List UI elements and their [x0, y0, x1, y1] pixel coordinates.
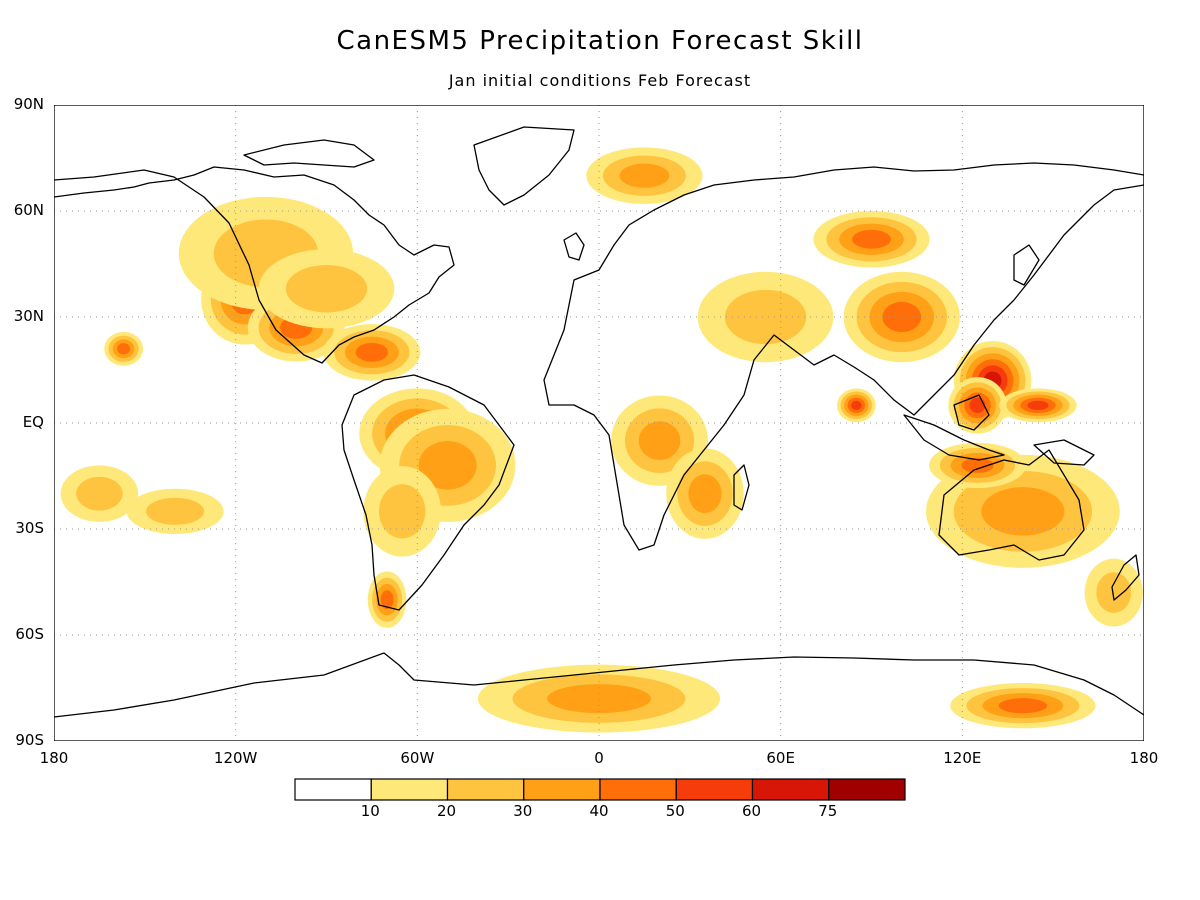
- colorbar-swatch: [294, 778, 372, 801]
- colorbar-tick-label: 20: [436, 802, 457, 820]
- lat-label: 60N: [13, 201, 44, 219]
- colorbar-swatch: [828, 778, 906, 801]
- colorbar-swatches: [294, 778, 906, 801]
- lat-label: 60S: [15, 625, 44, 643]
- colorbar-tick-label: 10: [360, 802, 380, 820]
- coastline-greenland: [473, 126, 575, 206]
- coastline-new-zealand: [1111, 554, 1140, 601]
- skill-region-15-level-4: [852, 229, 891, 249]
- coastline-britain: [563, 232, 585, 261]
- world-map: [54, 105, 1144, 741]
- skill-region-8-level-4: [380, 590, 394, 610]
- coastline-japan: [1013, 244, 1040, 286]
- colorbar-swatch: [446, 778, 525, 801]
- coastline-arctic-islands: [243, 139, 375, 168]
- coastline-antarctica: [54, 652, 1144, 718]
- lat-label: 30N: [13, 307, 44, 325]
- skill-region-20-level-3: [638, 421, 681, 461]
- skill-region-16-level-3: [981, 487, 1065, 536]
- lon-label: 120W: [213, 749, 258, 767]
- skill-region-9-level-4: [117, 343, 131, 355]
- skill-region-3-level-4: [355, 342, 389, 362]
- lon-label: 180: [1129, 749, 1159, 767]
- coastline-north-america: [54, 166, 455, 364]
- lon-label: 120E: [943, 749, 982, 767]
- colorbar: [294, 778, 906, 801]
- map-title: CanESM5 Precipitation Forecast Skill: [336, 26, 864, 56]
- gridlines: [54, 105, 1144, 741]
- colorbar-swatch: [751, 778, 830, 801]
- lon-label: 180: [39, 749, 69, 767]
- coastline-eurasia-africa: [543, 162, 1144, 551]
- skill-region-6-level-3: [418, 441, 477, 490]
- lon-label: 60E: [766, 749, 795, 767]
- skill-region-11-level-5: [969, 397, 986, 414]
- coastline-south-america: [341, 374, 515, 611]
- skill-shading-layer: [60, 147, 1143, 733]
- lat-label: 90N: [13, 95, 44, 113]
- skill-region-23-level-2: [76, 476, 123, 511]
- coastline-maritime-continent: [903, 414, 1005, 461]
- skill-region-21-level-3: [688, 474, 722, 514]
- lat-label: EQ: [22, 413, 44, 431]
- skill-region-25-level-2: [146, 497, 205, 525]
- skill-region-22-level-3: [619, 163, 670, 188]
- colorbar-swatch: [523, 778, 601, 801]
- lat-label: 30S: [15, 519, 44, 537]
- colorbar-tick-label: 60: [741, 802, 762, 820]
- skill-region-13-level-5: [851, 400, 862, 410]
- coastline-madagascar: [733, 464, 750, 511]
- coastline-borneo: [953, 394, 990, 431]
- skill-region-12-level-5: [1027, 400, 1049, 410]
- skill-region-24-level-2: [1096, 572, 1132, 613]
- lat-label: 90S: [15, 731, 44, 749]
- skill-region-14-level-4: [882, 301, 922, 333]
- colorbar-tick-label: 40: [589, 802, 609, 820]
- coastlines: [54, 126, 1144, 718]
- skill-region-19-level-3: [547, 684, 651, 714]
- colorbar-swatch: [370, 778, 449, 801]
- colorbar-tick-label: 30: [513, 802, 533, 820]
- colorbar-swatch: [675, 778, 754, 801]
- colorbar-tick-label: 75: [818, 802, 838, 820]
- skill-region-26-level-2: [724, 289, 807, 345]
- lon-label: 0: [594, 749, 604, 767]
- coastline-new-guinea: [1033, 439, 1095, 466]
- coastline-australia: [938, 449, 1085, 561]
- colorbar-swatch: [599, 778, 677, 801]
- skill-region-17-level-4: [961, 457, 994, 473]
- map-plot-area: [54, 105, 1144, 741]
- map-subtitle: Jan initial conditions Feb Forecast: [448, 71, 752, 90]
- skill-region-18-level-4: [998, 698, 1048, 714]
- skill-region-7-level-2: [378, 484, 426, 539]
- lon-label: 60W: [400, 749, 435, 767]
- colorbar-tick-label: 50: [665, 802, 685, 820]
- skill-region-4-level-2: [285, 264, 368, 313]
